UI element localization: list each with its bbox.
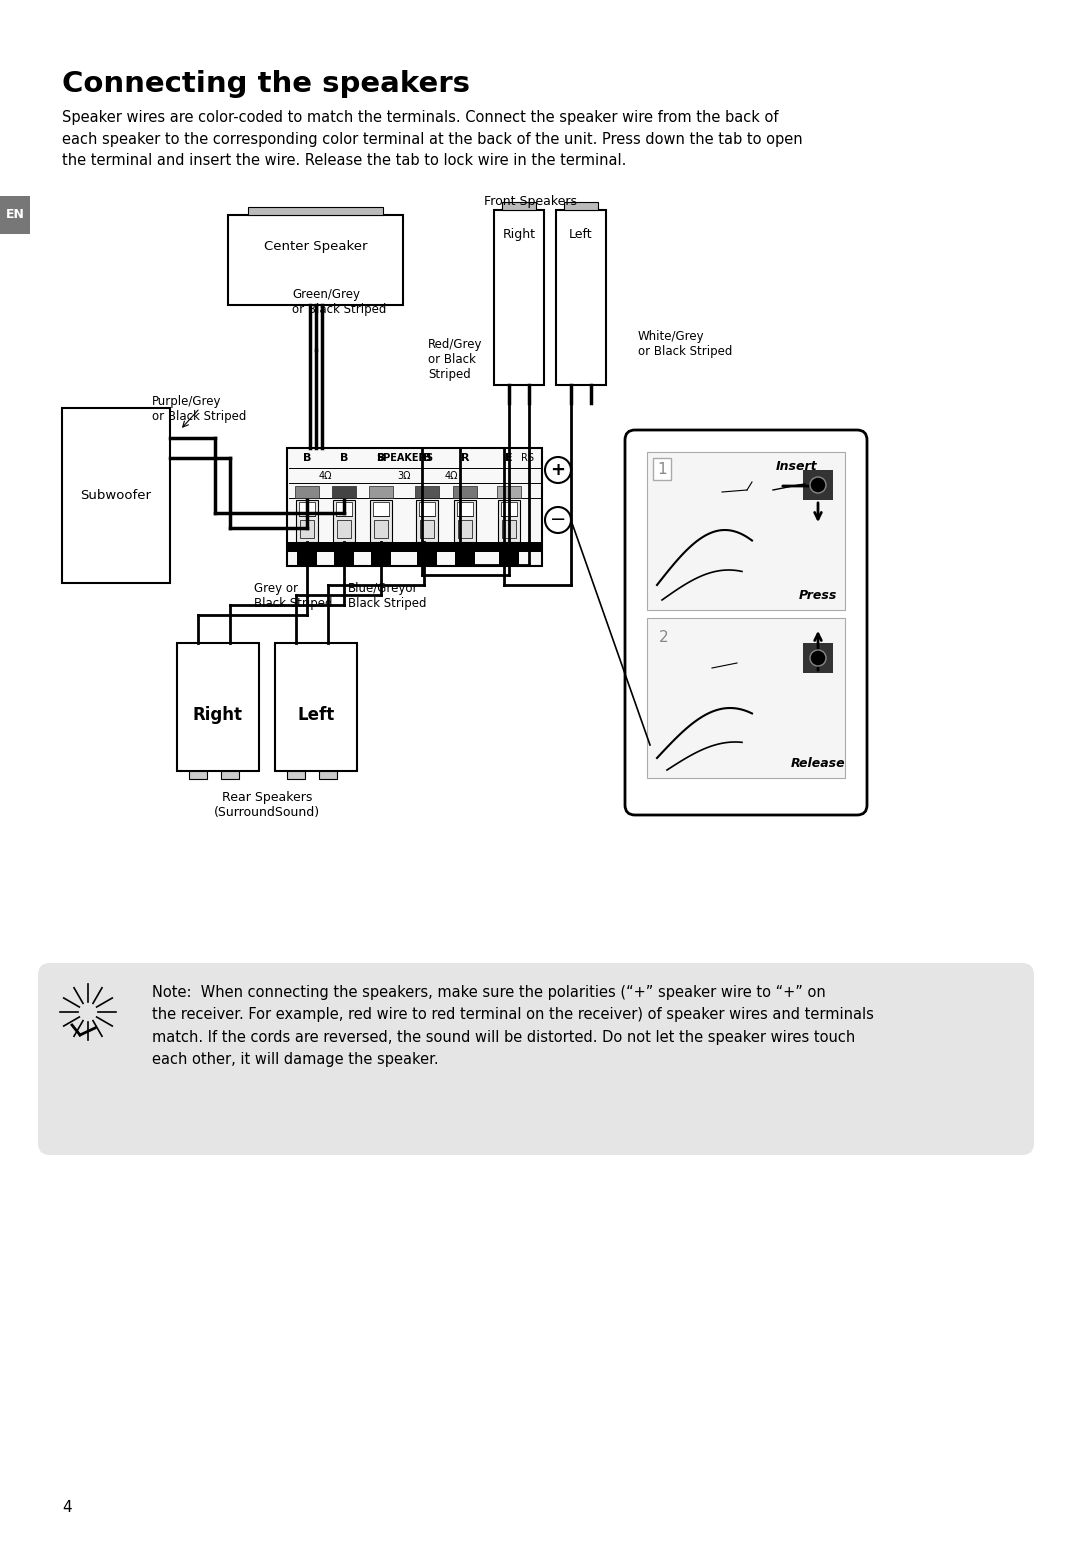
Bar [287, 542, 542, 552]
Text: B: B [422, 454, 431, 463]
Text: Left: Left [569, 228, 593, 241]
Bar [564, 202, 598, 210]
Text: 4Ω: 4Ω [319, 471, 333, 482]
Text: Note:  When connecting the speakers, make sure the polarities (“+” speaker wire : Note: When connecting the speakers, make… [152, 985, 874, 1068]
Text: SPEAKERS: SPEAKERS [376, 454, 433, 463]
Text: B: B [340, 454, 348, 463]
Bar [369, 486, 393, 497]
Bar [275, 643, 357, 771]
Bar [299, 502, 315, 516]
Bar [502, 202, 536, 210]
Bar [417, 552, 437, 566]
Bar [287, 448, 542, 566]
Text: 1: 1 [658, 462, 666, 477]
Bar [499, 552, 519, 566]
Bar [653, 458, 671, 480]
Bar [419, 502, 435, 516]
Bar [336, 502, 352, 516]
Circle shape [545, 507, 571, 533]
Bar [374, 521, 388, 538]
Text: Speaker wires are color-coded to match the terminals. Connect the speaker wire f: Speaker wires are color-coded to match t… [62, 110, 802, 168]
Bar [287, 771, 305, 779]
Text: Grey or
Black Striped: Grey or Black Striped [254, 583, 333, 611]
Bar [333, 500, 355, 542]
Text: 4: 4 [62, 1500, 71, 1515]
Bar [373, 502, 389, 516]
Text: Release: Release [791, 757, 846, 769]
Text: Left: Left [297, 706, 335, 724]
Bar [228, 214, 403, 305]
Text: Red/Grey
or Black
Striped: Red/Grey or Black Striped [428, 339, 483, 381]
Text: 3Ω: 3Ω [397, 471, 410, 482]
Bar [804, 643, 833, 673]
Text: E: E [505, 454, 513, 463]
Text: B: B [377, 454, 386, 463]
Text: Subwoofer: Subwoofer [81, 490, 151, 502]
FancyBboxPatch shape [625, 430, 867, 814]
Bar [502, 521, 516, 538]
Text: Rear Speakers
(SurroundSound): Rear Speakers (SurroundSound) [214, 791, 320, 819]
Text: 2: 2 [659, 629, 669, 645]
Bar [332, 486, 356, 497]
Text: R: R [461, 454, 469, 463]
Text: Press: Press [799, 589, 837, 601]
Circle shape [810, 477, 826, 493]
Circle shape [545, 457, 571, 483]
Bar [455, 552, 475, 566]
Text: RS: RS [521, 454, 534, 463]
Bar [420, 521, 434, 538]
Bar [498, 500, 519, 542]
Bar [647, 452, 845, 611]
Bar [416, 500, 438, 542]
Bar [297, 552, 318, 566]
Text: Front Speakers: Front Speakers [484, 194, 577, 208]
Bar [497, 486, 521, 497]
Text: Right: Right [193, 706, 243, 724]
Bar [334, 552, 354, 566]
Text: EN: EN [5, 208, 25, 222]
Text: +: + [551, 462, 566, 479]
Bar [370, 500, 392, 542]
Bar [319, 771, 337, 779]
Bar [501, 502, 517, 516]
Bar [453, 486, 477, 497]
Text: Insert: Insert [777, 460, 818, 472]
Bar [300, 521, 314, 538]
Text: Center Speaker: Center Speaker [264, 239, 367, 253]
Text: −: − [550, 511, 566, 530]
Bar [177, 643, 259, 771]
Bar [647, 618, 845, 779]
Bar [372, 552, 391, 566]
Bar [494, 210, 544, 385]
Bar [221, 771, 239, 779]
FancyBboxPatch shape [38, 963, 1034, 1155]
Bar [458, 521, 472, 538]
Text: Purple/Grey
or Black Striped: Purple/Grey or Black Striped [152, 395, 246, 423]
Bar [415, 486, 438, 497]
Bar [457, 502, 473, 516]
Bar [556, 210, 606, 385]
Bar [296, 500, 318, 542]
Text: Blue/Greyor
Black Striped: Blue/Greyor Black Striped [348, 583, 427, 611]
Text: White/Grey
or Black Striped: White/Grey or Black Striped [638, 329, 732, 357]
Bar [189, 771, 207, 779]
Bar [0, 196, 30, 235]
Bar [248, 207, 383, 214]
Circle shape [810, 650, 826, 667]
Text: Right: Right [502, 228, 536, 241]
Bar [62, 409, 170, 583]
Bar [454, 500, 476, 542]
Bar [295, 486, 319, 497]
Text: B: B [302, 454, 311, 463]
Bar [337, 521, 351, 538]
Text: 4Ω: 4Ω [444, 471, 458, 482]
Text: Green/Grey
or Black Striped: Green/Grey or Black Striped [292, 287, 387, 315]
Text: Connecting the speakers: Connecting the speakers [62, 70, 470, 98]
Bar [804, 469, 833, 500]
